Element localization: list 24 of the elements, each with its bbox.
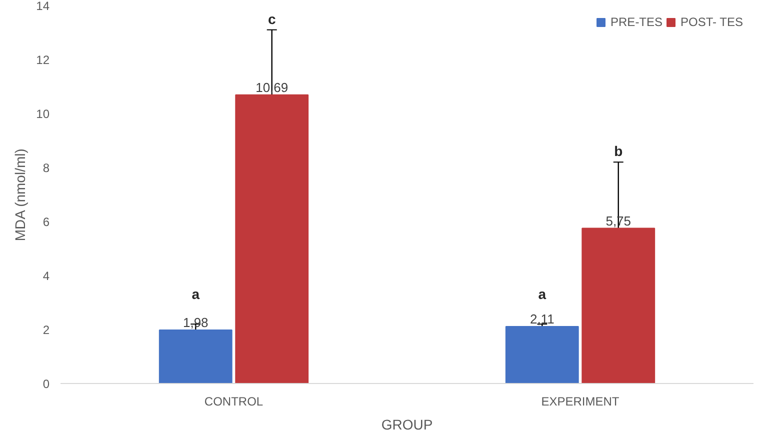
bar	[582, 228, 656, 384]
annotation: a	[538, 286, 546, 302]
annotation: c	[268, 10, 276, 27]
y-tick-label: 8	[42, 161, 50, 175]
y-tick-label: 2	[42, 323, 50, 337]
annotation: b	[614, 143, 623, 160]
y-tick-label: 4	[42, 269, 50, 283]
x-axis-title: GROUP	[381, 416, 433, 432]
legend-label: POST- TES	[680, 15, 743, 29]
bar	[235, 94, 309, 384]
data-label: 2,11	[530, 312, 554, 327]
x-tick-label: CONTROL	[204, 394, 264, 408]
y-tick-label: 12	[36, 53, 50, 67]
y-tick-label: 10	[36, 107, 50, 121]
annotation: a	[192, 286, 200, 302]
bar	[505, 326, 579, 384]
y-tick-label: 0	[42, 377, 50, 391]
y-tick-label: 14	[36, 0, 50, 13]
bar	[158, 330, 232, 384]
legend-label: PRE-TES	[610, 15, 663, 29]
y-tick-label: 6	[42, 215, 50, 229]
y-axis-title: MDA (nmol/ml)	[12, 148, 28, 242]
x-tick-label: EXPERIMENT	[541, 394, 620, 408]
data-label: 1,98	[182, 315, 208, 330]
